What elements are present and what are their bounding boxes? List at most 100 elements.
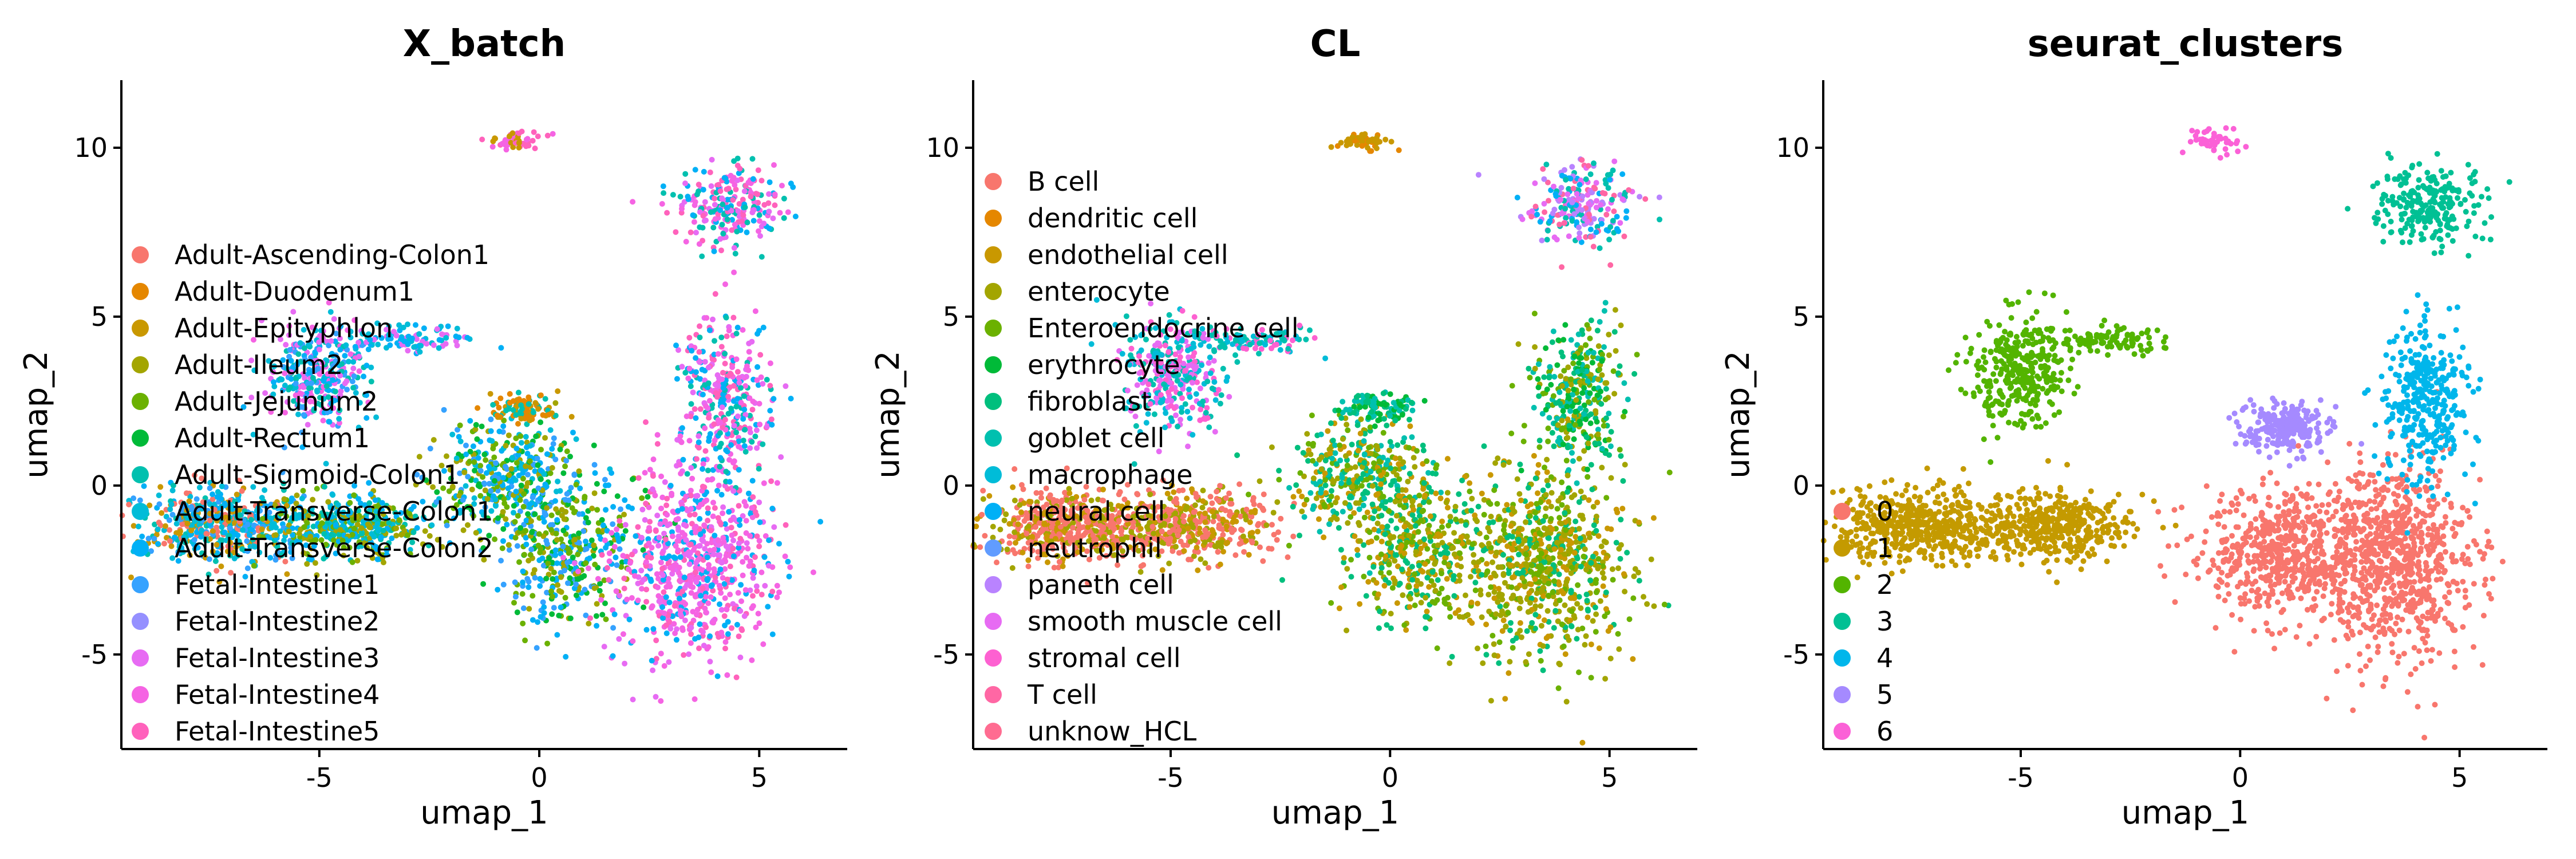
data-point — [591, 462, 598, 468]
data-point — [214, 568, 220, 574]
data-point — [535, 542, 542, 549]
data-point — [233, 544, 239, 550]
data-point — [753, 624, 759, 631]
data-point — [491, 454, 497, 460]
data-point — [706, 438, 712, 444]
data-point — [1171, 405, 1178, 411]
data-point — [522, 637, 528, 644]
data-point — [1192, 502, 1198, 509]
data-point — [492, 478, 497, 484]
data-point — [152, 521, 158, 527]
data-point — [658, 505, 664, 511]
data-point — [609, 470, 615, 476]
data-point — [1175, 423, 1181, 430]
data-point — [766, 191, 772, 197]
data-point — [1191, 509, 1197, 515]
data-point — [1270, 510, 1277, 516]
data-point — [405, 321, 410, 328]
data-point — [754, 364, 761, 370]
data-point — [705, 380, 712, 387]
data-point — [1193, 364, 1199, 370]
data-point — [664, 495, 670, 502]
data-point — [1173, 543, 1179, 550]
data-point — [704, 497, 710, 503]
data-point — [145, 535, 152, 542]
data-point — [1210, 533, 1216, 539]
data-point — [1020, 549, 1026, 555]
data-point — [1184, 495, 1190, 502]
data-point — [740, 559, 746, 565]
data-point — [1206, 343, 1212, 349]
data-point — [544, 505, 550, 511]
legend-label: Fetal-Intestine3 — [175, 643, 380, 673]
data-point — [1161, 381, 1167, 387]
data-point — [663, 622, 669, 628]
data-point — [736, 503, 742, 509]
data-point — [461, 469, 468, 475]
data-point — [767, 360, 773, 367]
data-point — [737, 655, 744, 660]
data-point — [719, 376, 725, 383]
data-point — [550, 441, 556, 447]
data-point — [507, 391, 513, 397]
data-point — [779, 183, 785, 189]
data-point — [541, 604, 547, 610]
data-point — [550, 593, 555, 600]
data-point — [259, 526, 265, 533]
data-point — [688, 401, 694, 407]
data-point — [732, 250, 738, 257]
data-point — [544, 132, 551, 139]
data-point — [727, 564, 733, 570]
data-point — [549, 446, 555, 452]
data-point — [706, 562, 712, 568]
data-point — [489, 144, 496, 150]
data-point — [552, 552, 559, 558]
data-point — [638, 534, 645, 541]
data-point — [747, 587, 753, 593]
data-point — [527, 501, 533, 507]
data-point — [1202, 519, 1208, 525]
data-point — [708, 209, 714, 215]
data-point — [602, 537, 608, 543]
data-point — [702, 358, 708, 365]
data-point — [1163, 410, 1169, 416]
data-point — [642, 517, 648, 523]
data-point — [737, 608, 744, 614]
data-point — [746, 563, 752, 569]
data-point — [758, 592, 765, 598]
data-point — [309, 380, 315, 387]
data-point — [707, 170, 713, 175]
data-point — [629, 551, 635, 558]
data-point — [618, 506, 623, 513]
data-point — [1009, 565, 1016, 571]
data-point — [749, 439, 755, 445]
data-point — [1218, 392, 1224, 398]
data-point — [720, 385, 726, 391]
data-point — [495, 586, 501, 593]
data-point — [557, 488, 563, 494]
data-point — [741, 499, 748, 505]
data-point — [1311, 335, 1318, 341]
data-point — [684, 471, 690, 477]
data-point — [1234, 359, 1240, 365]
data-point — [787, 564, 793, 570]
data-point — [560, 543, 566, 550]
data-point — [725, 631, 731, 637]
data-point — [537, 576, 543, 582]
data-point — [646, 525, 652, 531]
data-point — [742, 427, 748, 433]
data-point — [736, 467, 742, 473]
data-point — [613, 588, 619, 594]
data-point — [1200, 399, 1206, 404]
data-point — [566, 550, 572, 556]
data-point — [717, 601, 722, 608]
data-point — [769, 588, 776, 594]
data-point — [1238, 526, 1244, 533]
data-point — [715, 351, 721, 357]
data-point — [724, 204, 730, 211]
data-point — [696, 574, 701, 581]
data-point — [688, 383, 694, 389]
data-point — [781, 215, 787, 221]
data-point — [212, 558, 219, 564]
legend-key — [132, 283, 149, 300]
